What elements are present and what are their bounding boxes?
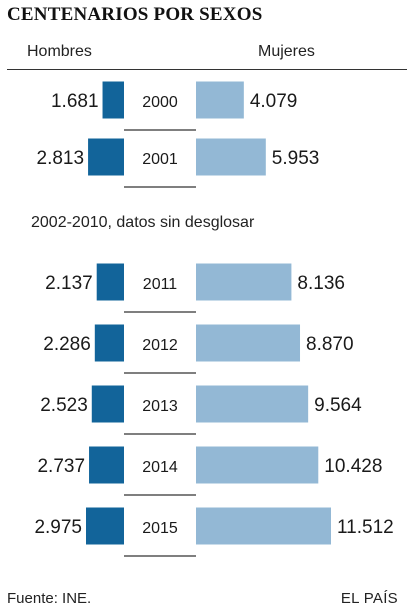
gap-note: 2002-2010, datos sin desglosar	[31, 214, 255, 231]
source-note: Fuente: INE.	[7, 590, 92, 607]
women-bar	[196, 263, 292, 301]
men-value-label: 2.286	[43, 334, 91, 355]
men-value-label: 2.137	[45, 273, 93, 294]
women-value-label: 9.564	[314, 395, 362, 416]
men-column-header: Hombres	[27, 43, 92, 60]
publisher-logo: EL PAÍS	[340, 590, 398, 607]
men-bar	[96, 263, 124, 301]
women-bar	[196, 324, 301, 362]
women-value-label: 8.136	[297, 273, 345, 294]
women-value-label: 10.428	[324, 456, 382, 477]
header-divider	[7, 69, 407, 70]
women-value-label: 11.512	[337, 517, 394, 538]
men-bar	[89, 446, 124, 484]
men-bar	[86, 507, 124, 545]
men-value-label: 2.737	[37, 456, 85, 477]
women-value-label: 4.079	[250, 91, 298, 112]
year-label: 2014	[142, 459, 178, 476]
year-label: 2000	[142, 94, 178, 111]
year-label: 2012	[142, 337, 178, 354]
women-bar	[196, 385, 309, 423]
men-value-label: 2.813	[37, 148, 85, 169]
year-label: 2011	[143, 276, 178, 293]
women-column-header: Mujeres	[258, 43, 315, 60]
men-bar	[102, 81, 124, 119]
chart-title: CENTENARIOS POR SEXOS	[7, 4, 263, 25]
women-bar	[196, 507, 331, 545]
men-bar	[88, 138, 124, 176]
men-bar	[94, 324, 124, 362]
women-bar	[196, 81, 244, 119]
women-value-label: 5.953	[272, 148, 320, 169]
men-value-label: 1.681	[51, 91, 99, 112]
year-label: 2015	[142, 520, 178, 537]
men-value-label: 2.523	[40, 395, 88, 416]
women-value-label: 8.870	[306, 334, 354, 355]
women-bar	[196, 138, 266, 176]
men-value-label: 2.975	[34, 517, 82, 538]
women-bar	[196, 446, 319, 484]
year-label: 2013	[142, 398, 178, 415]
men-bar	[91, 385, 124, 423]
year-label: 2001	[142, 151, 178, 168]
